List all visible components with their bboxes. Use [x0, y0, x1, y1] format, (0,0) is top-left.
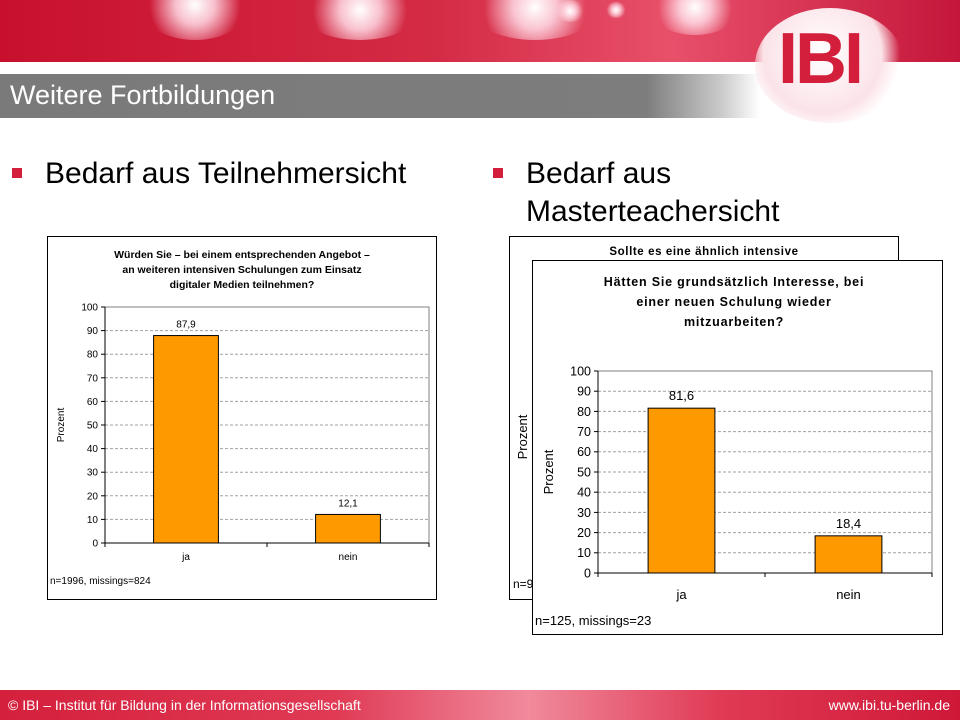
- logo-glow: [755, 8, 905, 123]
- chart-title-line: Würden Sie – bei einem entsprechenden An…: [114, 249, 370, 261]
- chart-title-line: an weiteren intensiven Schulungen zum Ei…: [122, 264, 361, 276]
- bar-ja: [153, 335, 219, 544]
- bokeh-light-decoration: [605, 2, 627, 18]
- y-tick-label: 80: [577, 405, 591, 419]
- y-tick-label: 70: [87, 373, 99, 384]
- y-tick-label: 60: [87, 397, 99, 408]
- x-category-label: nein: [836, 587, 861, 602]
- y-tick-label: 0: [584, 566, 591, 580]
- data-label: 81,6: [669, 388, 694, 403]
- data-label: 87,9: [176, 320, 196, 331]
- chart-title-line: mitzuarbeiten?: [684, 315, 784, 329]
- y-tick-label: 80: [87, 350, 99, 361]
- chart-title-line: Sollte es eine ähnlich intensive: [609, 246, 798, 258]
- y-tick-label: 10: [577, 546, 591, 560]
- bullet-text-line-1: Bedarf aus: [526, 157, 672, 190]
- y-tick-label: 50: [87, 421, 99, 432]
- bar-ja: [647, 407, 716, 574]
- x-category-label: ja: [675, 587, 687, 602]
- ibi-logo: IBI: [778, 19, 864, 99]
- slide-title: Weitere Fortbildungen: [10, 80, 276, 110]
- bokeh-light-decoration: [650, 0, 740, 35]
- data-label: 12,1: [338, 498, 358, 509]
- bokeh-light-decoration: [140, 0, 250, 40]
- chart-masterteacher-interest: Hätten Sie grundsätzlich Interesse, bei e…: [532, 260, 943, 635]
- bullet-text: Bedarf aus Teilnehmersicht: [45, 157, 407, 190]
- sample-size-note: n=125, missings=23: [535, 613, 651, 628]
- y-axis-label: Prozent: [541, 449, 556, 494]
- bokeh-light-decoration: [300, 0, 420, 40]
- y-tick-label: 100: [570, 364, 591, 378]
- chart-masterteacher-previous-svg: Sollte es eine ähnlich intensive Prozent n…: [513, 246, 798, 591]
- y-tick-label: 60: [577, 445, 591, 459]
- y-tick-label: 50: [577, 465, 591, 479]
- x-category-label: ja: [181, 552, 190, 563]
- y-tick-label: 40: [87, 444, 99, 455]
- bar-nein: [814, 535, 883, 574]
- bullet-square-icon: [493, 168, 503, 178]
- footer-website-link[interactable]: www.ibi.tu-berlin.de: [828, 697, 950, 713]
- bar-nein: [315, 513, 381, 544]
- chart-participant-demand-svg: Würden Sie – bei einem entsprechenden An…: [50, 249, 430, 587]
- y-tick-label: 20: [87, 491, 99, 502]
- y-tick-label: 30: [87, 468, 99, 479]
- sample-size-note: n=1996, missings=824: [50, 576, 151, 587]
- sample-size-note: n=9: [513, 577, 534, 591]
- chart-title-line: einer neuen Schulung wieder: [636, 295, 831, 309]
- y-axis-label: Prozent: [515, 414, 530, 459]
- chart-participant-demand: Würden Sie – bei einem entsprechenden An…: [47, 236, 437, 600]
- bullet-text-line-2: Masterteachersicht: [526, 195, 780, 228]
- y-tick-label: 30: [577, 506, 591, 520]
- y-tick-label: 90: [87, 326, 99, 337]
- y-tick-label: 40: [577, 486, 591, 500]
- y-axis-label: Prozent: [56, 408, 67, 443]
- footer-copyright: © IBI – Institut für Bildung in der Info…: [8, 697, 361, 713]
- x-category-label: nein: [339, 552, 358, 563]
- bokeh-light-decoration: [555, 0, 585, 22]
- chart-title-line: digitaler Medien teilnehmen?: [170, 279, 315, 291]
- data-label: 18,4: [836, 516, 861, 531]
- y-tick-label: 90: [577, 385, 591, 399]
- footer-bar: © IBI – Institut für Bildung in der Info…: [0, 690, 960, 720]
- y-tick-label: 70: [577, 425, 591, 439]
- chart-title-line: Hätten Sie grundsätzlich Interesse, bei: [604, 275, 864, 289]
- bullet-square-icon: [12, 168, 22, 178]
- y-tick-label: 20: [577, 526, 591, 540]
- y-tick-label: 10: [87, 515, 99, 526]
- y-tick-label: 0: [92, 539, 98, 550]
- title-bar: Weitere Fortbildungen: [0, 74, 760, 118]
- y-tick-label: 100: [81, 303, 98, 314]
- chart-masterteacher-interest-svg: Hätten Sie grundsätzlich Interesse, bei e…: [535, 275, 933, 628]
